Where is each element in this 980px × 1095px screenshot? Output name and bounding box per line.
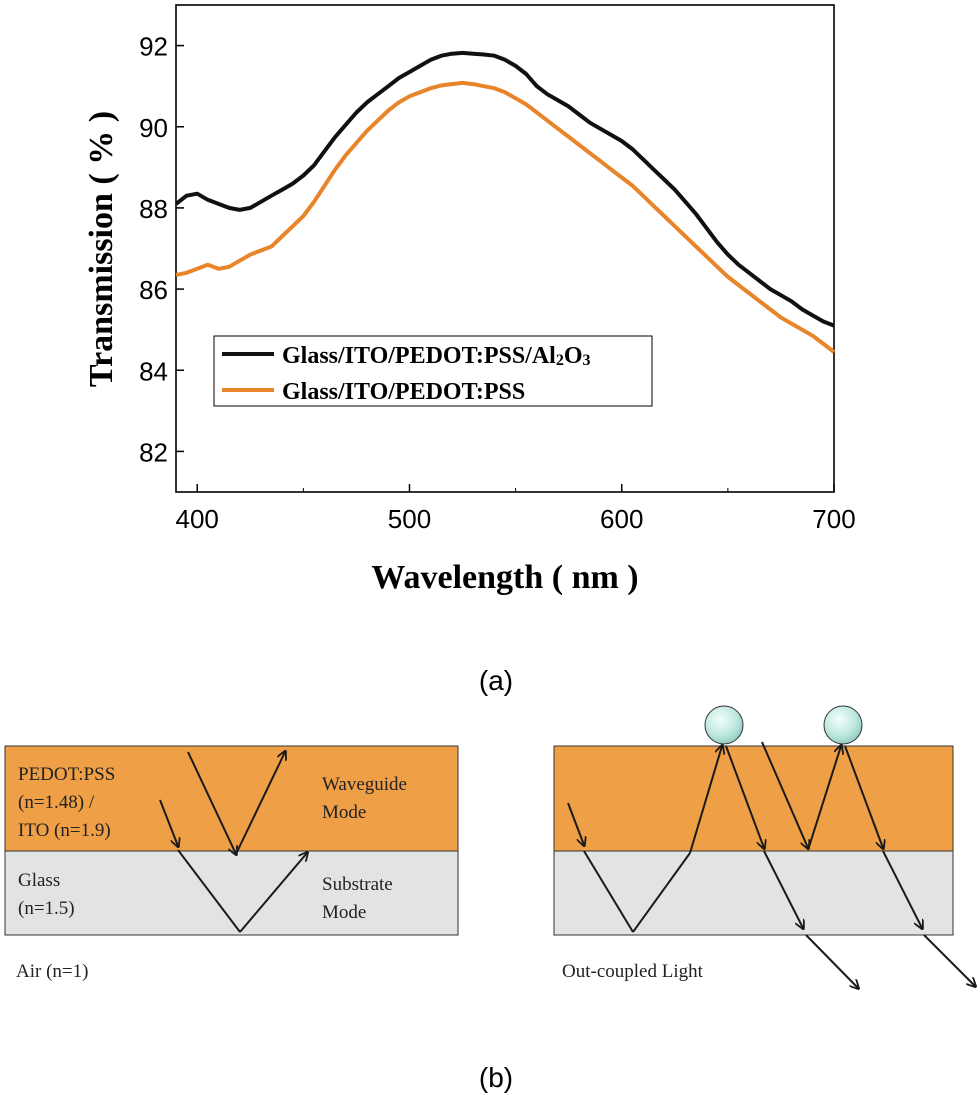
y-axis-label: Transmission ( % ) bbox=[83, 111, 120, 387]
ray-right-air-1 bbox=[805, 934, 858, 988]
y-tick-label: 86 bbox=[139, 275, 168, 305]
scatter-particle-1 bbox=[704, 705, 744, 745]
legend-label-black: Glass/ITO/PEDOT:PSS/Al2O3 bbox=[282, 343, 591, 369]
ray-right-wg-up-2 bbox=[807, 746, 841, 851]
ray-substrate-in-1 bbox=[159, 799, 178, 846]
air-label: Air (n=1) bbox=[16, 961, 88, 982]
pedot-label-line-2: (n=1.48) / bbox=[18, 792, 95, 813]
ray-right-wg-up bbox=[689, 746, 722, 854]
y-tick-label: 90 bbox=[139, 113, 168, 143]
ray-right-sub-up bbox=[632, 852, 691, 933]
x-tick-label: 700 bbox=[812, 504, 855, 534]
pedot-layer-left bbox=[4, 745, 459, 852]
ray-substrate-out bbox=[239, 853, 307, 933]
legend-box bbox=[213, 335, 653, 407]
pedot-label: PEDOT:PSS (n=1.48) / ITO (n=1.9) bbox=[18, 764, 120, 841]
series-group bbox=[174, 50, 836, 354]
substrate-label: Substrate Mode bbox=[322, 874, 397, 923]
y-tick-label: 92 bbox=[139, 32, 168, 62]
x-axis-ticks: 400 500 600 700 bbox=[176, 484, 856, 534]
ray-right-scatter-2 bbox=[844, 745, 883, 848]
ray-right-sub-down bbox=[583, 850, 634, 933]
waveguide-label-line-1: Waveguide bbox=[322, 774, 407, 795]
x-axis-label: Wavelength ( nm ) bbox=[371, 559, 638, 596]
scatter-particle-2 bbox=[823, 705, 863, 745]
ray-right-scatter-1 bbox=[725, 745, 764, 848]
panel-label-b: (b) bbox=[479, 1062, 513, 1093]
ray-waveguide-out bbox=[235, 752, 285, 855]
ray-right-in-1 bbox=[567, 802, 584, 845]
ray-right-in-2 bbox=[761, 741, 808, 848]
ray-waveguide-in bbox=[187, 751, 236, 854]
substrate-label-line-1: Substrate bbox=[322, 874, 393, 895]
glass-layer-right bbox=[553, 850, 954, 936]
diagram-left: PEDOT:PSS (n=1.48) / ITO (n=1.9) Wavegui… bbox=[4, 745, 459, 982]
ray-right-glass-1 bbox=[763, 850, 803, 928]
x-tick-label: 500 bbox=[388, 504, 431, 534]
plot-frame bbox=[175, 4, 835, 493]
outcoupled-label: Out-coupled Light bbox=[562, 961, 704, 982]
diagram-right: Out-coupled Light bbox=[553, 705, 975, 988]
panel-label-a: (a) bbox=[479, 665, 513, 696]
series-line-black bbox=[174, 50, 835, 328]
legend-label-orange: Glass/ITO/PEDOT:PSS bbox=[282, 379, 525, 405]
pedot-label-line-3: ITO (n=1.9) bbox=[18, 820, 111, 841]
glass-label-line-1: Glass bbox=[18, 870, 60, 891]
series-line-orange bbox=[175, 80, 836, 354]
pedot-layer-right bbox=[553, 745, 954, 852]
y-tick-label: 84 bbox=[139, 356, 168, 386]
y-axis-ticks: 82 84 86 88 90 92 bbox=[139, 32, 184, 467]
waveguide-label-line-2: Mode bbox=[322, 802, 366, 823]
y-tick-label: 82 bbox=[139, 437, 168, 467]
y-tick-label: 88 bbox=[139, 194, 168, 224]
glass-label: Glass (n=1.5) bbox=[18, 870, 75, 919]
glass-label-line-2: (n=1.5) bbox=[18, 898, 75, 919]
ray-substrate-in-2 bbox=[177, 849, 241, 933]
x-tick-label: 600 bbox=[600, 504, 643, 534]
pedot-label-line-1: PEDOT:PSS bbox=[18, 764, 115, 785]
ray-right-glass-2 bbox=[882, 850, 922, 928]
x-tick-label: 400 bbox=[176, 504, 219, 534]
waveguide-label: Waveguide Mode bbox=[322, 774, 412, 823]
substrate-label-line-2: Mode bbox=[322, 902, 366, 923]
ray-right-air-2 bbox=[923, 934, 975, 986]
legend: Glass/ITO/PEDOT:PSS/Al2O3 Glass/ITO/PEDO… bbox=[213, 335, 653, 407]
transmission-chart: 82 84 86 88 90 92 400 500 600 700 Wavelength ( n… bbox=[83, 4, 856, 596]
